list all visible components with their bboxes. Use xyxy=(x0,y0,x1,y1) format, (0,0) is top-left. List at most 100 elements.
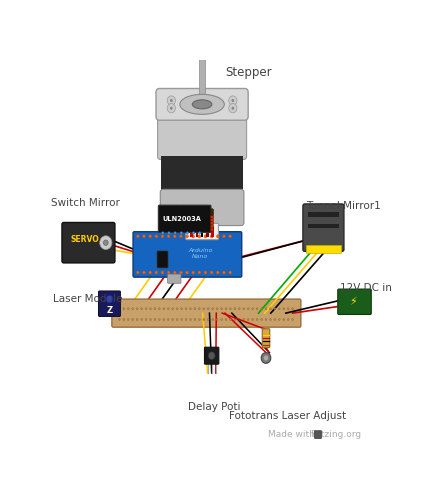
Bar xyxy=(308,212,339,216)
Circle shape xyxy=(127,308,129,310)
Bar xyxy=(206,226,209,236)
Circle shape xyxy=(167,104,176,113)
Circle shape xyxy=(168,308,169,310)
Circle shape xyxy=(170,106,173,110)
Circle shape xyxy=(190,318,191,320)
Circle shape xyxy=(198,308,200,310)
Text: SERVO: SERVO xyxy=(70,236,99,244)
Circle shape xyxy=(230,308,232,310)
Circle shape xyxy=(216,318,218,320)
FancyBboxPatch shape xyxy=(186,224,218,240)
Circle shape xyxy=(161,235,164,238)
Circle shape xyxy=(207,318,209,320)
Circle shape xyxy=(223,271,225,274)
Circle shape xyxy=(132,318,134,320)
Circle shape xyxy=(145,318,147,320)
Circle shape xyxy=(154,308,156,310)
FancyBboxPatch shape xyxy=(160,190,244,226)
Circle shape xyxy=(168,318,169,320)
Circle shape xyxy=(192,271,194,274)
Circle shape xyxy=(288,308,289,310)
Circle shape xyxy=(173,271,176,274)
Circle shape xyxy=(229,235,232,238)
Circle shape xyxy=(223,235,225,238)
Circle shape xyxy=(239,318,240,320)
Circle shape xyxy=(142,271,146,274)
Circle shape xyxy=(127,318,129,320)
Circle shape xyxy=(278,308,280,310)
Circle shape xyxy=(210,215,214,218)
Ellipse shape xyxy=(180,94,224,114)
Text: Z: Z xyxy=(106,306,112,314)
Circle shape xyxy=(204,235,207,238)
Circle shape xyxy=(243,308,245,310)
Text: Made with: Made with xyxy=(268,430,314,438)
Circle shape xyxy=(210,221,214,225)
Circle shape xyxy=(229,271,232,274)
Ellipse shape xyxy=(192,100,212,109)
Circle shape xyxy=(216,308,218,310)
Circle shape xyxy=(292,318,294,320)
Circle shape xyxy=(210,212,214,216)
FancyBboxPatch shape xyxy=(62,222,115,263)
Circle shape xyxy=(274,318,276,320)
Circle shape xyxy=(181,308,183,310)
Circle shape xyxy=(167,235,170,238)
Circle shape xyxy=(220,318,222,320)
Circle shape xyxy=(161,271,164,274)
Text: ⚡: ⚡ xyxy=(349,297,357,307)
Circle shape xyxy=(283,308,284,310)
Circle shape xyxy=(263,355,269,361)
Bar xyxy=(161,156,243,192)
Circle shape xyxy=(186,235,188,238)
FancyBboxPatch shape xyxy=(156,88,248,120)
Circle shape xyxy=(278,318,280,320)
Circle shape xyxy=(149,308,151,310)
Circle shape xyxy=(181,318,183,320)
Circle shape xyxy=(261,318,262,320)
Text: Fritzing.org: Fritzing.org xyxy=(310,430,361,438)
Circle shape xyxy=(194,318,196,320)
Circle shape xyxy=(247,308,249,310)
Circle shape xyxy=(229,104,237,113)
Circle shape xyxy=(155,271,158,274)
Circle shape xyxy=(269,318,271,320)
Text: Stepper: Stepper xyxy=(225,66,272,79)
Circle shape xyxy=(185,308,187,310)
FancyBboxPatch shape xyxy=(157,114,247,160)
Circle shape xyxy=(173,235,176,238)
Circle shape xyxy=(230,318,232,320)
Circle shape xyxy=(149,235,152,238)
FancyBboxPatch shape xyxy=(338,289,371,314)
Circle shape xyxy=(208,352,215,360)
Text: Delay Poti: Delay Poti xyxy=(188,402,240,412)
Circle shape xyxy=(210,208,214,212)
Circle shape xyxy=(170,99,173,102)
FancyBboxPatch shape xyxy=(262,328,270,347)
Circle shape xyxy=(204,271,207,274)
Circle shape xyxy=(193,232,194,234)
Bar xyxy=(199,52,205,96)
Circle shape xyxy=(256,318,258,320)
Circle shape xyxy=(187,232,188,234)
Circle shape xyxy=(234,308,236,310)
Circle shape xyxy=(198,235,201,238)
Circle shape xyxy=(239,308,240,310)
Circle shape xyxy=(261,352,271,364)
Circle shape xyxy=(190,308,191,310)
Text: ULN2003A: ULN2003A xyxy=(162,216,201,222)
Circle shape xyxy=(212,318,213,320)
Circle shape xyxy=(103,240,108,246)
Circle shape xyxy=(225,308,227,310)
Circle shape xyxy=(261,308,262,310)
Circle shape xyxy=(217,235,219,238)
FancyBboxPatch shape xyxy=(157,251,168,268)
Bar xyxy=(211,226,214,236)
FancyBboxPatch shape xyxy=(98,291,120,316)
Circle shape xyxy=(292,308,294,310)
Text: Laser Module: Laser Module xyxy=(53,294,122,304)
Circle shape xyxy=(158,318,160,320)
Circle shape xyxy=(123,308,125,310)
Circle shape xyxy=(163,308,164,310)
Circle shape xyxy=(210,228,214,231)
